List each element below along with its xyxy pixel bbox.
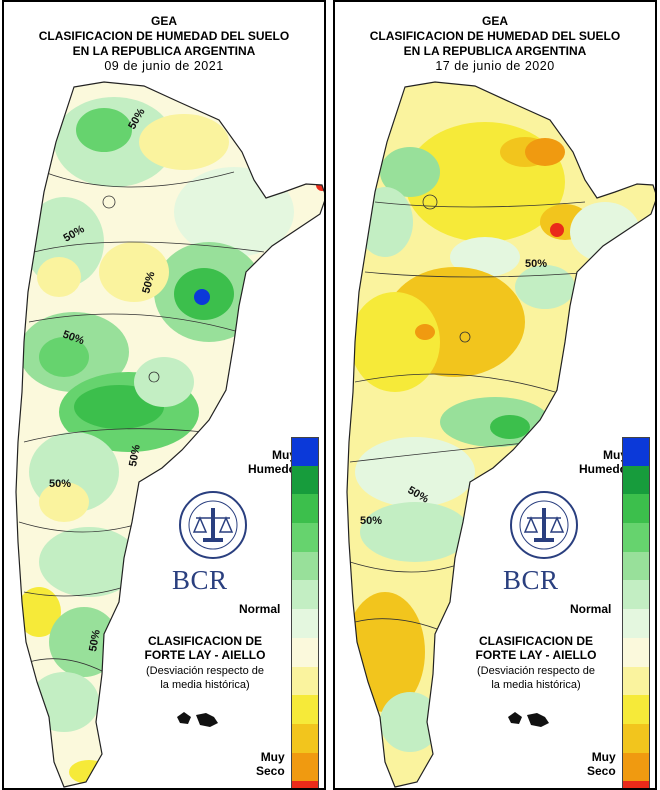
legend-dry-label: Muy Seco <box>256 750 285 778</box>
legend-swatch <box>622 465 650 495</box>
legend-swatch <box>291 437 319 466</box>
country-outline <box>346 81 655 788</box>
soil-moisture-map: 50% 50% 50% <box>346 81 655 788</box>
legend-swatch <box>622 752 650 782</box>
classification-subtitle-1: (Desviación respecto de <box>145 665 264 677</box>
classification-title-1: CLASIFICACION DE <box>479 634 593 648</box>
classification-caption: CLASIFICACION DE FORTE LAY - AIELLO (Des… <box>120 634 290 692</box>
contour-label: 50% <box>127 444 143 468</box>
legend-swatch <box>291 494 319 524</box>
legend-swatch <box>291 551 319 581</box>
dry-label-line1: Muy <box>260 750 285 764</box>
legend-swatch <box>622 781 650 788</box>
classification-title-2: FORTE LAY - AIELLO <box>144 648 266 662</box>
legend-normal-label: Normal <box>239 602 281 616</box>
legend-swatch <box>622 695 650 724</box>
moisture-legend-scale <box>622 437 650 788</box>
soil-moisture-map: 50% 50% 50% 50% 50% 50% 50% <box>15 81 324 788</box>
contour-label: 50% <box>360 515 382 527</box>
malvinas-islands-icon <box>177 712 218 727</box>
legend-swatch <box>291 723 319 753</box>
classification-caption: CLASIFICACION DE FORTE LAY - AIELLO (Des… <box>451 634 621 692</box>
contour-label: 50% <box>49 478 71 490</box>
legend-swatch <box>622 723 650 753</box>
country-outline <box>15 81 324 788</box>
dry-label-line2: Seco <box>587 764 616 778</box>
dry-label-line1: Muy <box>591 750 616 764</box>
legend-wet-label: Muy Humedo <box>579 448 627 476</box>
wet-label-line2: Humedo <box>248 462 296 476</box>
legend-swatch <box>622 437 650 466</box>
legend-swatch <box>291 523 319 552</box>
malvinas-islands-icon <box>508 712 549 727</box>
legend-dry-label: Muy Seco <box>587 750 616 778</box>
legend-swatch <box>622 609 650 638</box>
legend-swatch <box>622 580 650 610</box>
map-panel-2021: GEA CLASIFICACION DE HUMEDAD DEL SUELO E… <box>2 0 326 790</box>
classification-title-2: FORTE LAY - AIELLO <box>475 648 597 662</box>
bcr-seal-logo <box>179 491 247 559</box>
contour-label: 50% <box>525 258 547 270</box>
map-header: GEA CLASIFICACION DE HUMEDAD DEL SUELO E… <box>4 14 324 74</box>
legend-swatch <box>291 695 319 724</box>
moisture-legend-scale <box>291 437 319 788</box>
legend-swatch <box>291 465 319 495</box>
wet-label-line2: Humedo <box>579 462 627 476</box>
map-title-line1: CLASIFICACION DE HUMEDAD DEL SUELO <box>369 29 621 43</box>
classification-subtitle-1: (Desviación respecto de <box>476 665 595 677</box>
map-panel-2020: GEA CLASIFICACION DE HUMEDAD DEL SUELO E… <box>333 0 657 790</box>
contour-label: 50% <box>140 270 157 295</box>
bcr-logo-text: BCR <box>172 565 228 595</box>
map-title-line1: CLASIFICACION DE HUMEDAD DEL SUELO <box>38 29 290 43</box>
map-date: 09 de junio de 2021 <box>104 59 224 73</box>
dry-label-line2: Seco <box>256 764 285 778</box>
contour-lines <box>18 171 265 673</box>
map-title-line2: EN LA REPUBLICA ARGENTINA <box>72 44 256 58</box>
classification-title-1: CLASIFICACION DE <box>148 634 262 648</box>
legend-swatch <box>291 637 319 667</box>
legend-swatch <box>622 523 650 552</box>
contour-lines <box>349 194 596 633</box>
map-org: GEA <box>481 14 508 28</box>
legend-swatch <box>622 551 650 581</box>
contour-label: 50% <box>87 629 103 653</box>
legend-swatch <box>291 781 319 788</box>
map-date: 17 de junio de 2020 <box>435 59 555 73</box>
wet-label-line1: Muy <box>272 448 296 462</box>
legend-swatch <box>622 637 650 667</box>
legend-swatch <box>291 609 319 638</box>
legend-swatch <box>291 580 319 610</box>
map-header: GEA CLASIFICACION DE HUMEDAD DEL SUELO E… <box>335 14 655 74</box>
map-org: GEA <box>150 14 177 28</box>
map-title-line2: EN LA REPUBLICA ARGENTINA <box>403 44 587 58</box>
bcr-logo-text: BCR <box>503 565 559 595</box>
legend-swatch <box>622 494 650 524</box>
legend-swatch <box>291 666 319 696</box>
legend-swatch <box>622 666 650 696</box>
legend-normal-label: Normal <box>570 602 612 616</box>
classification-subtitle-2: la media histórica) <box>160 679 250 691</box>
wet-label-line1: Muy <box>603 448 627 462</box>
legend-swatch <box>291 752 319 782</box>
legend-wet-label: Muy Humedo <box>248 448 296 476</box>
bcr-seal-logo <box>510 491 578 559</box>
classification-subtitle-2: la media histórica) <box>491 679 581 691</box>
